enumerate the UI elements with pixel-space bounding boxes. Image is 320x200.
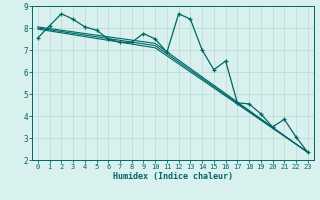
X-axis label: Humidex (Indice chaleur): Humidex (Indice chaleur) [113,172,233,181]
